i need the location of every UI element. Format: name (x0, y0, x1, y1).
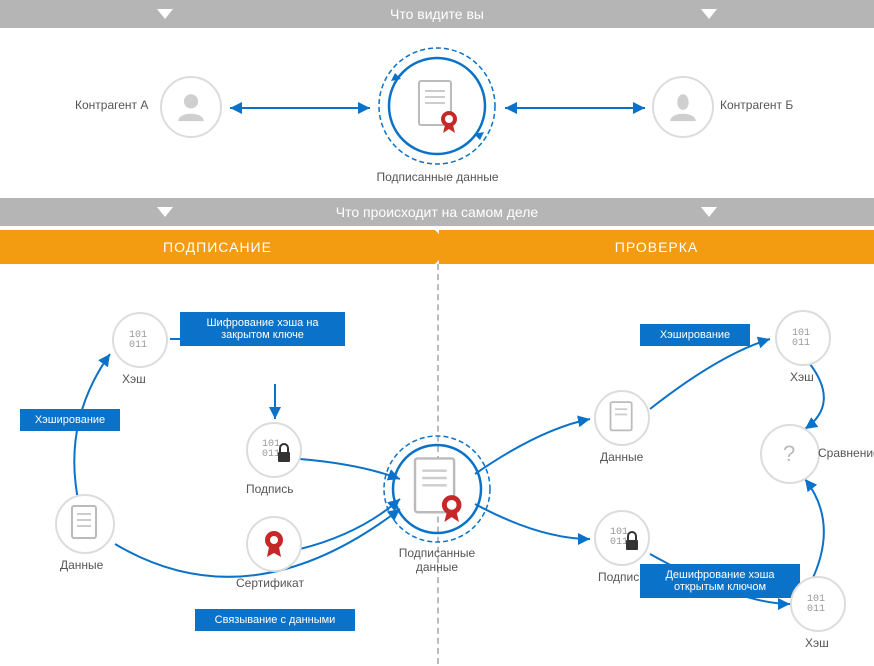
label-signed2: Подписанные данные (392, 546, 482, 574)
svg-text:011: 011 (262, 449, 280, 460)
label-compare: Сравнение (818, 446, 874, 460)
bottom-diagram: 101011 Хэш Хэширование Шифрование хэша н… (0, 264, 874, 664)
hash-node-3: 101011 (790, 576, 846, 632)
pill-bind: Связывание с данными (195, 609, 355, 631)
svg-text:?: ? (783, 441, 795, 466)
label-hash3: Хэш (805, 636, 829, 650)
tab-verify: ПРОВЕРКА (439, 230, 874, 264)
doc-signed-center (408, 456, 466, 525)
svg-text:011: 011 (807, 604, 825, 615)
signature-node: 101011 (246, 422, 302, 478)
label-cert: Сертификат (236, 576, 304, 590)
header-what-you-see: Что видите вы (0, 0, 874, 28)
label-signature: Подпись (246, 482, 294, 496)
header-what-happens: Что происходит на самом деле (0, 198, 874, 226)
avatar-icon-a (160, 76, 222, 138)
svg-text:011: 011 (792, 338, 810, 349)
svg-text:011: 011 (129, 340, 147, 351)
label-sig2: Подпись (598, 570, 646, 584)
pill-hashing: Хэширование (20, 409, 120, 431)
top-diagram: Контрагент А Подписанные данные Контраге… (0, 28, 874, 198)
certificate-node (246, 516, 302, 572)
avatar-icon-b (652, 76, 714, 138)
label-cp-b: Контрагент Б (720, 98, 793, 112)
label-hash1: Хэш (122, 372, 146, 386)
hash-node-1: 101011 (112, 312, 168, 368)
data-node (55, 494, 115, 554)
data-node-2 (594, 390, 650, 446)
header1-text: Что видите вы (390, 6, 484, 22)
header2-text: Что происходит на самом деле (336, 204, 538, 220)
hash-node-2: 101011 (775, 310, 831, 366)
pill-encrypt: Шифрование хэша на закрытом ключе (180, 312, 345, 346)
orange-tabs: ПОДПИСАНИЕ ПРОВЕРКА (0, 230, 874, 264)
tab-signing: ПОДПИСАНИЕ (0, 230, 435, 264)
label-cp-a: Контрагент А (75, 98, 148, 112)
pill-decrypt: Дешифрование хэша открытым ключом (640, 564, 800, 598)
svg-text:011: 011 (610, 537, 628, 548)
signature-node-2: 101011 (594, 510, 650, 566)
label-data: Данные (60, 558, 103, 572)
compare-node: ? (760, 424, 820, 484)
label-data2: Данные (600, 450, 643, 464)
label-signed-data-top: Подписанные данные (370, 170, 505, 184)
label-hash2: Хэш (790, 370, 814, 384)
pill-hashing2: Хэширование (640, 324, 750, 346)
doc-icon-center (405, 76, 469, 136)
